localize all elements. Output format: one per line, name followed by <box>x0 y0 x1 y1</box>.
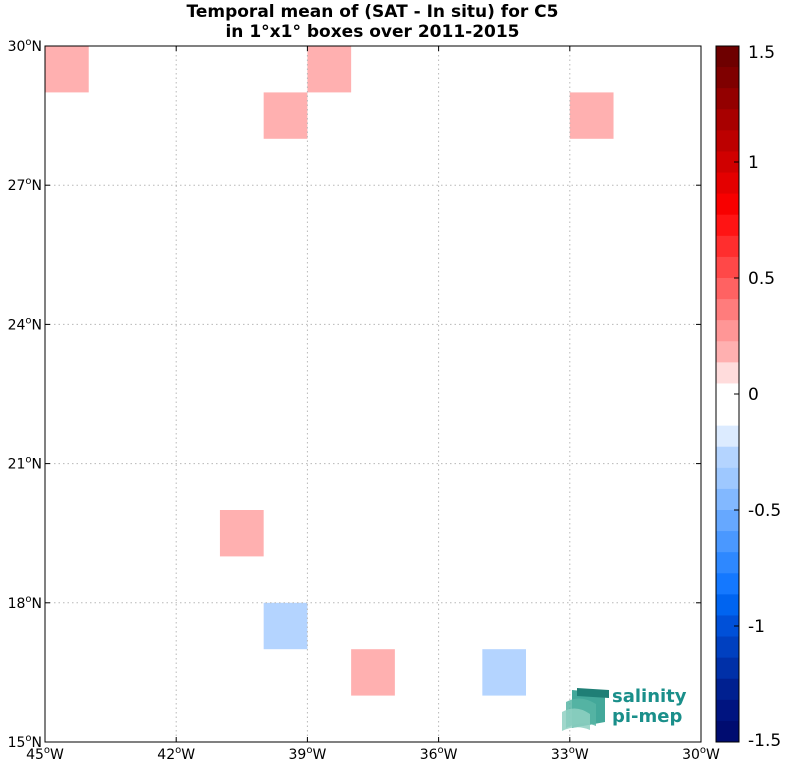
colorbar-segment-10 <box>716 256 739 279</box>
colorbar-tick-label-3: 0 <box>748 385 759 405</box>
data-box-3 <box>263 92 308 139</box>
chart-title-line1: Temporal mean of (SAT - In situ) for C5 <box>186 2 559 22</box>
colorbar-segment-14 <box>716 341 739 363</box>
colorbar-segment-17 <box>716 404 739 427</box>
colorbar: 1.5 1 0.5 0 -0.5 -1 -1.5 <box>715 43 781 751</box>
logo-text-pi-mep: pi-mep <box>612 706 682 727</box>
colorbar-segment-21 <box>716 488 739 511</box>
colorbar-segment-8 <box>716 214 739 237</box>
colorbar-segment-22 <box>716 510 739 532</box>
lon-ticks: 45oW 42oW 39oW 36oW 33oW 30oW <box>26 46 720 763</box>
colorbar-segment-5 <box>716 151 739 174</box>
colorbar-segment-1 <box>716 67 739 89</box>
lon-tick-label-1: 42oW <box>157 745 195 763</box>
data-box-6 <box>219 510 264 557</box>
lat-tick-label-4: 18oN <box>8 594 42 612</box>
lon-tick-label-5: 30oW <box>682 745 720 763</box>
logo-text-salinity: salinity <box>612 686 687 707</box>
data-box-10 <box>569 602 614 650</box>
colorbar-tick-label-6: -1.5 <box>748 731 781 751</box>
colorbar-segment-23 <box>716 531 739 553</box>
colorbar-tick-label-2: 0.5 <box>748 269 775 289</box>
data-box-9 <box>263 602 308 650</box>
data-box-7 <box>569 556 614 603</box>
colorbar-segment-7 <box>716 193 739 216</box>
salinity-pi-mep-logo: salinity pi-mep <box>562 686 687 731</box>
colorbar-segment-32 <box>716 720 739 743</box>
lat-tick-label-2: 24oN <box>8 315 42 333</box>
colorbar-segment-29 <box>716 657 739 680</box>
map-frame <box>44 45 702 743</box>
colorbar-tick-label-0: 1.5 <box>748 43 775 63</box>
boxes-layer <box>45 46 658 742</box>
lon-tick-label-3: 36oW <box>420 745 458 763</box>
colorbar-segment-20 <box>716 467 739 490</box>
colorbar-segment-15 <box>716 362 739 384</box>
grid-layer <box>45 46 701 742</box>
colorbar-segment-2 <box>716 88 739 110</box>
colorbar-segment-4 <box>716 130 739 152</box>
colorbar-segment-9 <box>716 235 739 258</box>
colorbar-segment-13 <box>716 320 739 342</box>
colorbar-segment-27 <box>716 615 739 638</box>
data-box-13 <box>482 649 527 696</box>
colorbar-segment-6 <box>716 172 739 195</box>
colorbar-tick-label-5: -1 <box>748 617 765 637</box>
data-box-16 <box>438 695 483 742</box>
colorbar-segment-26 <box>716 594 739 616</box>
lon-tick-label-0: 45oW <box>26 745 64 763</box>
data-box-1 <box>307 46 352 93</box>
colorbar-segment-30 <box>716 678 739 701</box>
logo-wave-icon <box>562 688 609 731</box>
data-box-2 <box>613 46 658 93</box>
colorbar-tick-label-1: 1 <box>748 153 759 173</box>
data-box-11 <box>351 649 395 696</box>
colorbar-segment-18 <box>716 425 739 448</box>
lat-tick-label-3: 21oN <box>8 455 42 473</box>
data-box-5 <box>569 92 614 139</box>
colorbar-segment-3 <box>716 109 739 131</box>
lat-tick-label-0: 30oN <box>8 37 42 55</box>
colorbar-segment-0 <box>716 46 739 68</box>
colorbar-segment-25 <box>716 573 739 595</box>
colorbar-segment-31 <box>716 699 739 722</box>
colorbar-segment-24 <box>716 552 739 574</box>
lon-tick-label-4: 33oW <box>551 745 589 763</box>
colorbar-segment-12 <box>716 299 739 321</box>
lat-tick-label-1: 27oN <box>8 176 42 194</box>
data-box-15 <box>394 695 439 742</box>
colorbar-segment-19 <box>716 446 739 469</box>
data-box-8 <box>132 602 177 650</box>
colorbar-segment-28 <box>716 636 739 659</box>
data-box-14 <box>526 649 570 696</box>
colorbar-segment-16 <box>716 383 739 406</box>
data-box-4 <box>351 92 395 139</box>
colorbar-segment-11 <box>716 278 739 300</box>
data-box-12 <box>438 649 483 696</box>
lon-tick-label-2: 39oW <box>289 745 327 763</box>
chart-title-line2: in 1°x1° boxes over 2011-2015 <box>225 22 520 42</box>
colorbar-tick-label-4: -0.5 <box>748 501 781 521</box>
data-box-0 <box>45 46 89 93</box>
lat-ticks: 30oN 27oN 24oN 21oN 18oN 15oN <box>8 37 701 751</box>
lat-tick-label-5: 15oN <box>8 733 42 751</box>
